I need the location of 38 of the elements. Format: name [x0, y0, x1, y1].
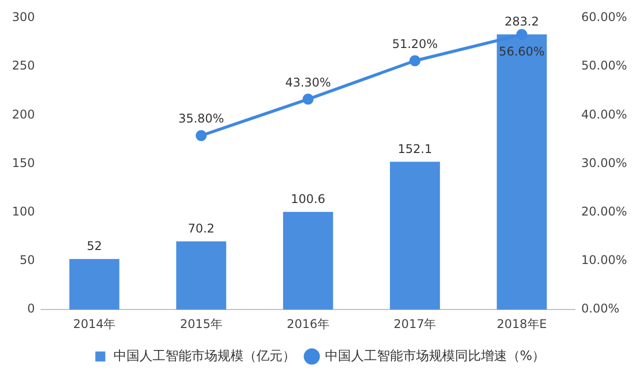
y2-tick-label: 60.00%: [581, 10, 628, 24]
y2-tick-label: 30.00%: [581, 156, 628, 170]
data-label: 43.30%: [285, 75, 331, 90]
data-label: 56.60%: [498, 44, 545, 59]
y2-tick-label: 40.00%: [581, 107, 628, 122]
y2-tick-label: 50.00%: [581, 58, 628, 73]
point: [302, 94, 314, 105]
data-label: 52: [86, 239, 102, 254]
point: [409, 55, 420, 66]
data-label: 283.2: [504, 14, 539, 28]
y2-tick-label: 0.00%: [581, 302, 620, 316]
legend-label: 中国人工智能市场规模（亿元）: [113, 348, 296, 364]
x-tick-label: 2015年: [180, 316, 222, 331]
y-tick-label: 0: [27, 302, 35, 316]
x-tick-label: 2018年E: [496, 316, 547, 331]
bar: [69, 259, 120, 310]
point: [196, 130, 207, 142]
y-tick-label: 300: [12, 10, 35, 24]
data-label: 152.1: [398, 142, 432, 156]
bar: [390, 162, 440, 310]
y-tick-label: 50: [20, 253, 35, 268]
bar: [176, 241, 226, 310]
y-tick-label: 100: [12, 204, 35, 219]
y2-tick-label: 10.00%: [581, 253, 628, 268]
data-label: 70.2: [188, 221, 215, 236]
x-tick-label: 2017年: [394, 316, 436, 331]
y-tick-label: 150: [12, 156, 35, 170]
data-label: 100.6: [290, 192, 326, 206]
point: [516, 29, 528, 40]
data-label: 35.80%: [178, 112, 224, 126]
bar: [283, 212, 334, 310]
x-tick-label: 2014年: [73, 316, 116, 331]
x-tick-label: 2016年: [286, 316, 330, 331]
legend-label: 中国人工智能市场规模同比增速（%）: [324, 348, 546, 364]
y-tick-label: 200: [12, 107, 35, 122]
data-label: 51.20%: [392, 36, 438, 51]
y-tick-label: 250: [12, 58, 35, 73]
y2-tick-label: 20.00%: [581, 204, 628, 219]
